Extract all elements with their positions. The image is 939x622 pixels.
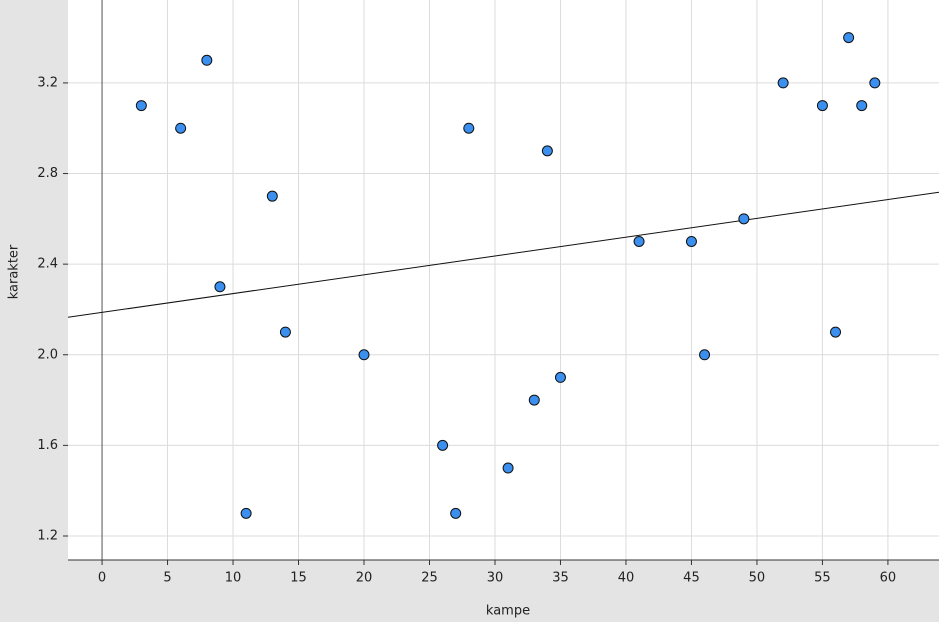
x-tick-label: 5 [163, 571, 171, 586]
x-tick-label: 45 [683, 571, 700, 586]
point [358, 349, 370, 361]
point [816, 100, 828, 112]
x-tick-label: 30 [487, 571, 504, 586]
point [463, 122, 475, 134]
point [240, 507, 252, 519]
y-tick-label: 1.2 [37, 528, 58, 543]
point [856, 100, 868, 112]
y-tick-label: 2.8 [37, 166, 58, 181]
x-tick-label: 15 [290, 571, 307, 586]
point [437, 439, 449, 451]
point [830, 326, 842, 338]
y-tick-label: 2.4 [37, 257, 58, 272]
x-tick-label: 55 [814, 571, 831, 586]
x-tick-label: 10 [225, 571, 242, 586]
point [279, 326, 291, 338]
point [135, 100, 147, 112]
plot-area [68, 0, 939, 560]
y-tick-label: 2.0 [37, 347, 58, 362]
point [869, 77, 881, 89]
x-tick-label: 0 [98, 571, 106, 586]
point [502, 462, 514, 474]
point [175, 122, 187, 134]
x-tick-label: 60 [880, 571, 897, 586]
x-axis-label: kampe [486, 604, 530, 619]
point [685, 235, 697, 247]
point [843, 32, 855, 44]
y-axis-label: karakter [7, 244, 22, 299]
point [201, 54, 213, 66]
x-tick-label: 25 [421, 571, 438, 586]
x-tick-label: 20 [356, 571, 373, 586]
x-tick-label: 40 [618, 571, 635, 586]
point [554, 371, 566, 383]
x-tick-label: 35 [552, 571, 569, 586]
point [633, 235, 645, 247]
point [777, 77, 789, 89]
point [450, 507, 462, 519]
y-tick-label: 1.6 [37, 438, 58, 453]
point [541, 145, 553, 157]
point [214, 281, 226, 293]
x-tick-label: 50 [749, 571, 766, 586]
point [699, 349, 711, 361]
y-tick-label: 3.2 [37, 75, 58, 90]
trendline [67, 191, 939, 318]
point [738, 213, 750, 225]
point [528, 394, 540, 406]
point [266, 190, 278, 202]
